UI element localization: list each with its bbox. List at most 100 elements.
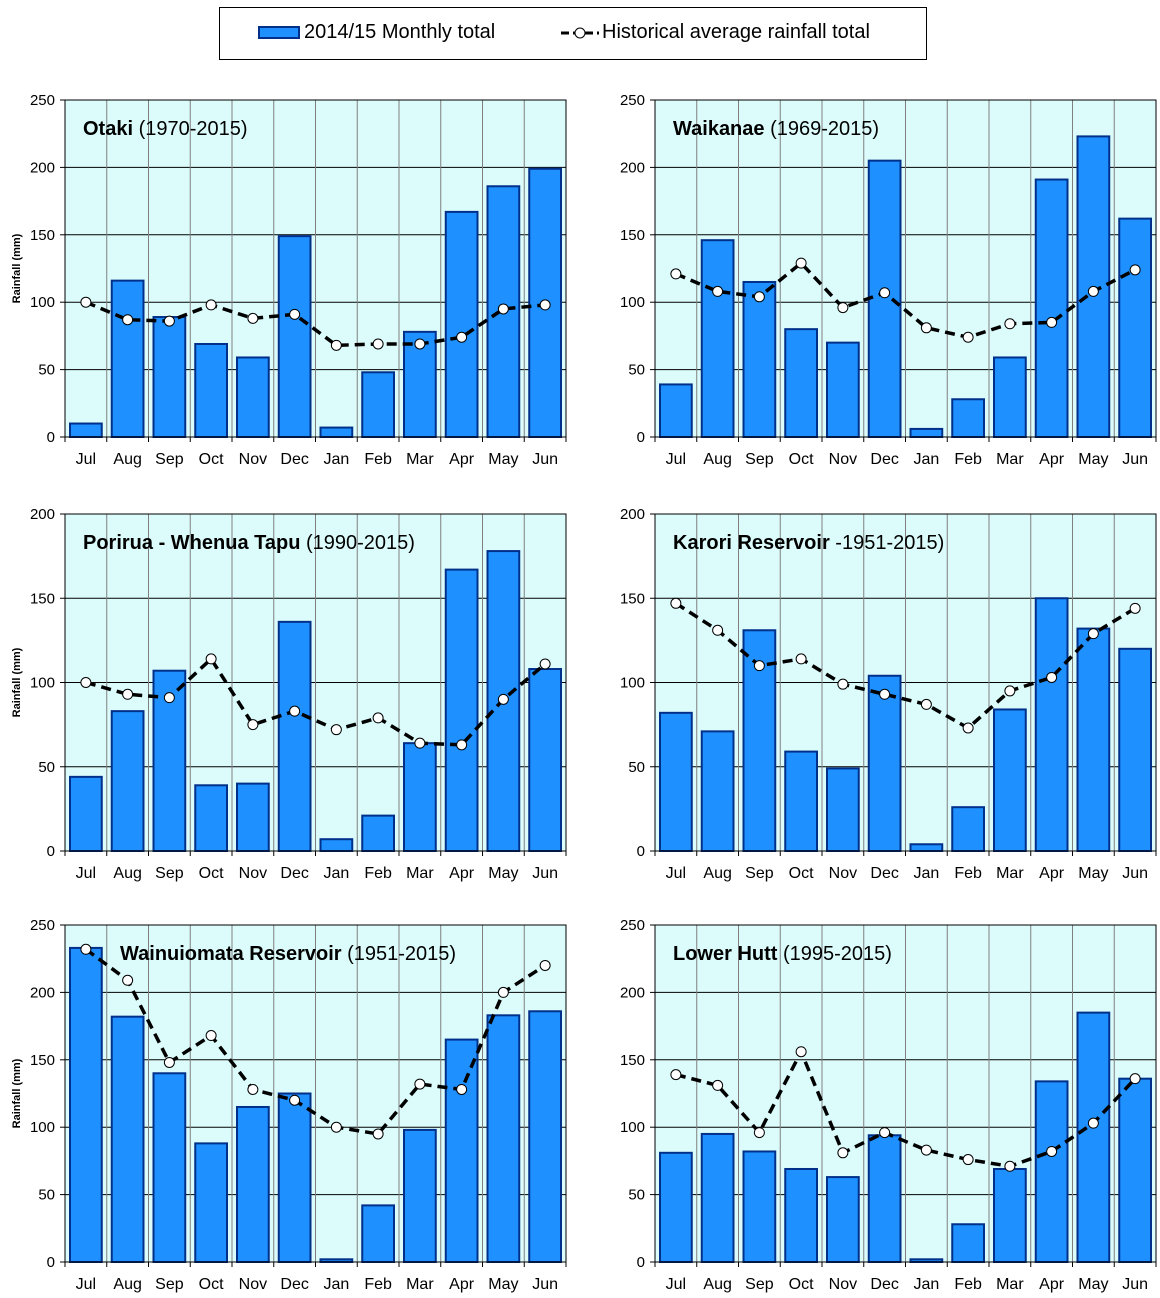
historical-point-sep — [753, 291, 765, 303]
y-tick-label: 100 — [620, 1119, 645, 1136]
x-tick-label: Oct — [199, 451, 224, 468]
chart-title-station: Porirua - Whenua Tapu — [83, 532, 300, 554]
bar-aug — [110, 710, 145, 853]
historical-point-feb — [372, 338, 384, 350]
chart-title: Lower Hutt (1995-2015) — [673, 943, 892, 965]
historical-point-jan — [920, 698, 932, 710]
x-tick-label: Sep — [155, 451, 184, 468]
x-tick-label: Jun — [532, 451, 558, 468]
bar-aug — [700, 1132, 735, 1263]
chart-title-station: Wainuiomata Reservoir — [120, 943, 342, 965]
x-tick-label: Mar — [996, 451, 1024, 468]
x-tick-label: Jan — [323, 451, 349, 468]
bar-mar — [403, 742, 437, 852]
x-tick-label: Sep — [155, 865, 184, 882]
y-tick-label: 100 — [30, 675, 55, 692]
chart-title-station: Lower Hutt — [673, 943, 778, 965]
historical-point-jun — [1129, 1073, 1141, 1085]
historical-point-jan — [920, 322, 932, 334]
bar-oct — [784, 750, 818, 853]
x-tick-label: Jul — [76, 865, 96, 882]
bar-sep — [152, 1072, 187, 1264]
bar-nov — [236, 782, 270, 852]
x-tick-label: May — [488, 451, 518, 468]
y-tick-label: 100 — [620, 675, 645, 692]
historical-point-dec — [879, 688, 891, 700]
bar-apr — [444, 568, 479, 852]
historical-point-may — [1087, 628, 1099, 640]
y-tick-label: 200 — [30, 984, 55, 1001]
bar-may — [486, 1014, 521, 1263]
historical-point-nov — [837, 1147, 849, 1159]
historical-point-jul — [80, 296, 92, 308]
historical-point-aug — [122, 974, 134, 986]
historical-point-jan — [920, 1144, 932, 1156]
y-tick-label: 0 — [637, 429, 645, 446]
historical-point-mar — [1004, 1160, 1016, 1172]
x-tick-label: May — [488, 1276, 518, 1293]
x-tick-label: Oct — [199, 1276, 224, 1293]
x-tick-label: Jul — [666, 1276, 686, 1293]
historical-point-oct — [795, 1046, 807, 1058]
historical-point-apr — [456, 1083, 468, 1095]
historical-point-jun — [539, 299, 551, 311]
x-tick-label: Sep — [745, 451, 774, 468]
legend-item-historical-average: Historical average rainfall total — [560, 21, 870, 44]
historical-point-sep — [753, 1127, 765, 1139]
bar-nov — [236, 356, 270, 438]
historical-average-line — [84, 947, 547, 1136]
x-tick-label: Dec — [280, 1276, 308, 1293]
chart-title-period: (1951-2015) — [342, 943, 457, 965]
bar-apr — [444, 210, 479, 438]
y-tick-label: 150 — [30, 590, 55, 607]
chart-title-station: Karori Reservoir — [673, 532, 830, 554]
chart-panel-5: 0 50 100 150 200 250 Jul Aug Sep Oct Nov Dec Jan Feb M… — [620, 917, 1157, 1293]
x-tick-label: Jul — [666, 865, 686, 882]
bar-oct — [784, 1167, 818, 1264]
bar-jan — [909, 843, 944, 853]
bar-feb — [361, 1204, 395, 1264]
bar-sep — [152, 316, 187, 439]
historical-point-may — [497, 303, 509, 315]
chart-title-period: (1990-2015) — [300, 532, 415, 554]
y-tick-label: 200 — [620, 984, 645, 1001]
historical-point-oct — [205, 653, 217, 665]
x-tick-label: May — [1078, 451, 1108, 468]
historical-point-jan — [330, 1121, 342, 1133]
legend-bar-swatch — [258, 26, 300, 39]
bar-sep — [742, 1150, 777, 1263]
legend-line-label: Historical average rainfall total — [602, 21, 870, 43]
chart-title-period: -1951-2015) — [830, 532, 945, 554]
x-tick-label: Oct — [789, 1276, 814, 1293]
x-tick-label: Aug — [113, 865, 141, 882]
historical-average-line — [674, 601, 1137, 731]
x-tick-label: May — [1078, 1276, 1108, 1293]
x-tick-label: Oct — [199, 865, 224, 882]
y-tick-label: 150 — [620, 590, 645, 607]
historical-point-jun — [539, 959, 551, 971]
bar-sep — [742, 280, 777, 439]
bar-aug — [700, 730, 735, 852]
bar-jul — [659, 1151, 693, 1264]
historical-average-line — [85, 300, 546, 348]
bar-aug — [110, 1015, 145, 1263]
x-tick-label: Jan — [913, 451, 939, 468]
x-tick-label: Mar — [996, 865, 1024, 882]
chart-panel-4: 0 50 100 150 200 250 Jul Aug Sep Oct Nov Dec Jan Feb M… — [11, 917, 567, 1293]
x-tick-label: Apr — [1039, 865, 1065, 882]
chart-title-station: Otaki — [83, 118, 133, 140]
bar-nov — [826, 767, 860, 852]
bar-feb — [951, 1223, 985, 1263]
historical-point-sep — [163, 1056, 175, 1068]
x-tick-label: Nov — [829, 451, 857, 468]
y-tick-label: 250 — [30, 917, 55, 934]
historical-point-jul — [670, 268, 682, 280]
legend-item-monthly-total: 2014/15 Monthly total — [258, 21, 495, 44]
y-tick-label: 150 — [30, 227, 55, 244]
x-tick-label: Feb — [954, 451, 982, 468]
x-tick-label: Dec — [870, 865, 898, 882]
x-tick-label: Aug — [113, 451, 141, 468]
historical-point-dec — [879, 287, 891, 299]
historical-point-mar — [414, 1078, 426, 1090]
chart-panel-0: 0 50 100 150 200 250 Jul Aug Sep Oct Nov Dec Jan Feb M… — [11, 92, 567, 468]
